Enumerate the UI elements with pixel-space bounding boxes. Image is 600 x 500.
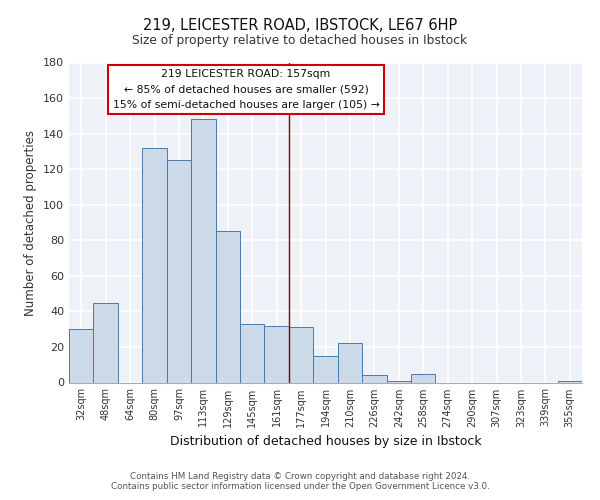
Bar: [167, 160, 191, 382]
Bar: [289, 328, 313, 382]
Text: 219 LEICESTER ROAD: 157sqm
← 85% of detached houses are smaller (592)
15% of sem: 219 LEICESTER ROAD: 157sqm ← 85% of deta…: [113, 69, 379, 110]
Bar: [411, 374, 436, 382]
Bar: [265, 326, 289, 382]
Bar: [215, 232, 240, 382]
Y-axis label: Number of detached properties: Number of detached properties: [25, 130, 37, 316]
Bar: [94, 302, 118, 382]
Bar: [191, 120, 215, 382]
X-axis label: Distribution of detached houses by size in Ibstock: Distribution of detached houses by size …: [170, 435, 481, 448]
Text: Contains public sector information licensed under the Open Government Licence v3: Contains public sector information licen…: [110, 482, 490, 491]
Bar: [313, 356, 338, 382]
Text: Contains HM Land Registry data © Crown copyright and database right 2024.: Contains HM Land Registry data © Crown c…: [130, 472, 470, 481]
Bar: [240, 324, 265, 382]
Bar: [386, 380, 411, 382]
Bar: [557, 380, 582, 382]
Text: 219, LEICESTER ROAD, IBSTOCK, LE67 6HP: 219, LEICESTER ROAD, IBSTOCK, LE67 6HP: [143, 18, 457, 32]
Text: Size of property relative to detached houses in Ibstock: Size of property relative to detached ho…: [133, 34, 467, 47]
Bar: [69, 329, 94, 382]
Bar: [362, 376, 386, 382]
Bar: [338, 344, 362, 382]
Bar: [142, 148, 167, 382]
